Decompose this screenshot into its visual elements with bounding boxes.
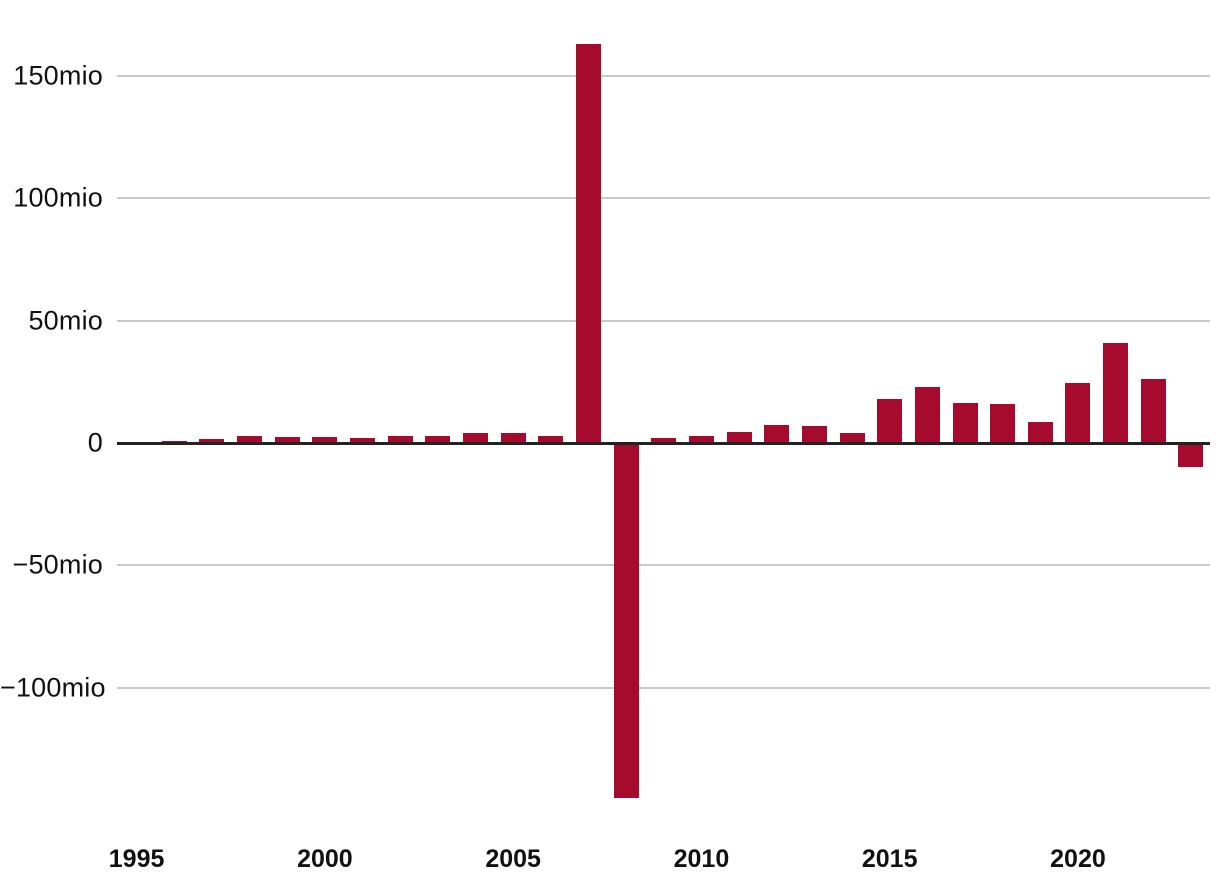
gridline--50 (117, 564, 1210, 567)
bar-2022 (1140, 379, 1166, 443)
bar-2023 (1178, 443, 1204, 468)
bar-2014 (839, 433, 865, 443)
x-tick-label-2000: 2000 (297, 845, 353, 873)
gridline--100 (117, 686, 1210, 689)
bar-2005 (500, 433, 526, 443)
bar-2008 (613, 443, 639, 798)
bar-2001 (350, 438, 376, 443)
bar-2011 (726, 431, 752, 443)
bar-2000 (312, 436, 338, 443)
y-tick-label-150: 150mio (13, 60, 103, 91)
bar-2021 (1103, 342, 1129, 443)
zero-axis-line (117, 441, 1210, 445)
bar-2015 (877, 398, 903, 443)
bar-2018 (990, 403, 1016, 443)
y-tick-label-100: 100mio (13, 182, 103, 213)
bar-2013 (801, 425, 827, 443)
bar-2009 (651, 438, 677, 443)
bar-2020 (1065, 383, 1091, 443)
bar-2007 (575, 44, 601, 443)
gridline-50 (117, 319, 1210, 322)
x-tick-label-2015: 2015 (861, 845, 918, 873)
y-tick-label-50: 50mio (28, 305, 103, 336)
bar-2006 (538, 435, 564, 443)
gridline-150 (117, 75, 1210, 78)
x-tick-label-1995: 1995 (108, 845, 165, 873)
bar-1997 (199, 439, 225, 443)
y-tick-label--50: −50mio (12, 549, 103, 580)
x-tick-label-2005: 2005 (485, 845, 541, 873)
bar-2004 (462, 433, 488, 443)
bar-2012 (764, 424, 790, 443)
bar-1998 (237, 435, 263, 443)
bar-2010 (688, 435, 714, 443)
bar-1999 (274, 436, 300, 443)
y-tick-label--100: −100mio (0, 672, 106, 703)
bar-2003 (425, 435, 451, 443)
bar-2016 (914, 386, 940, 443)
bar-2002 (387, 435, 413, 443)
bar-2017 (952, 402, 978, 443)
y-tick-label-0: 0 (87, 427, 103, 458)
gridline-100 (117, 197, 1210, 200)
x-tick-label-2020: 2020 (1050, 845, 1106, 873)
bar-2019 (1027, 422, 1053, 443)
x-tick-label-2010: 2010 (673, 845, 730, 873)
